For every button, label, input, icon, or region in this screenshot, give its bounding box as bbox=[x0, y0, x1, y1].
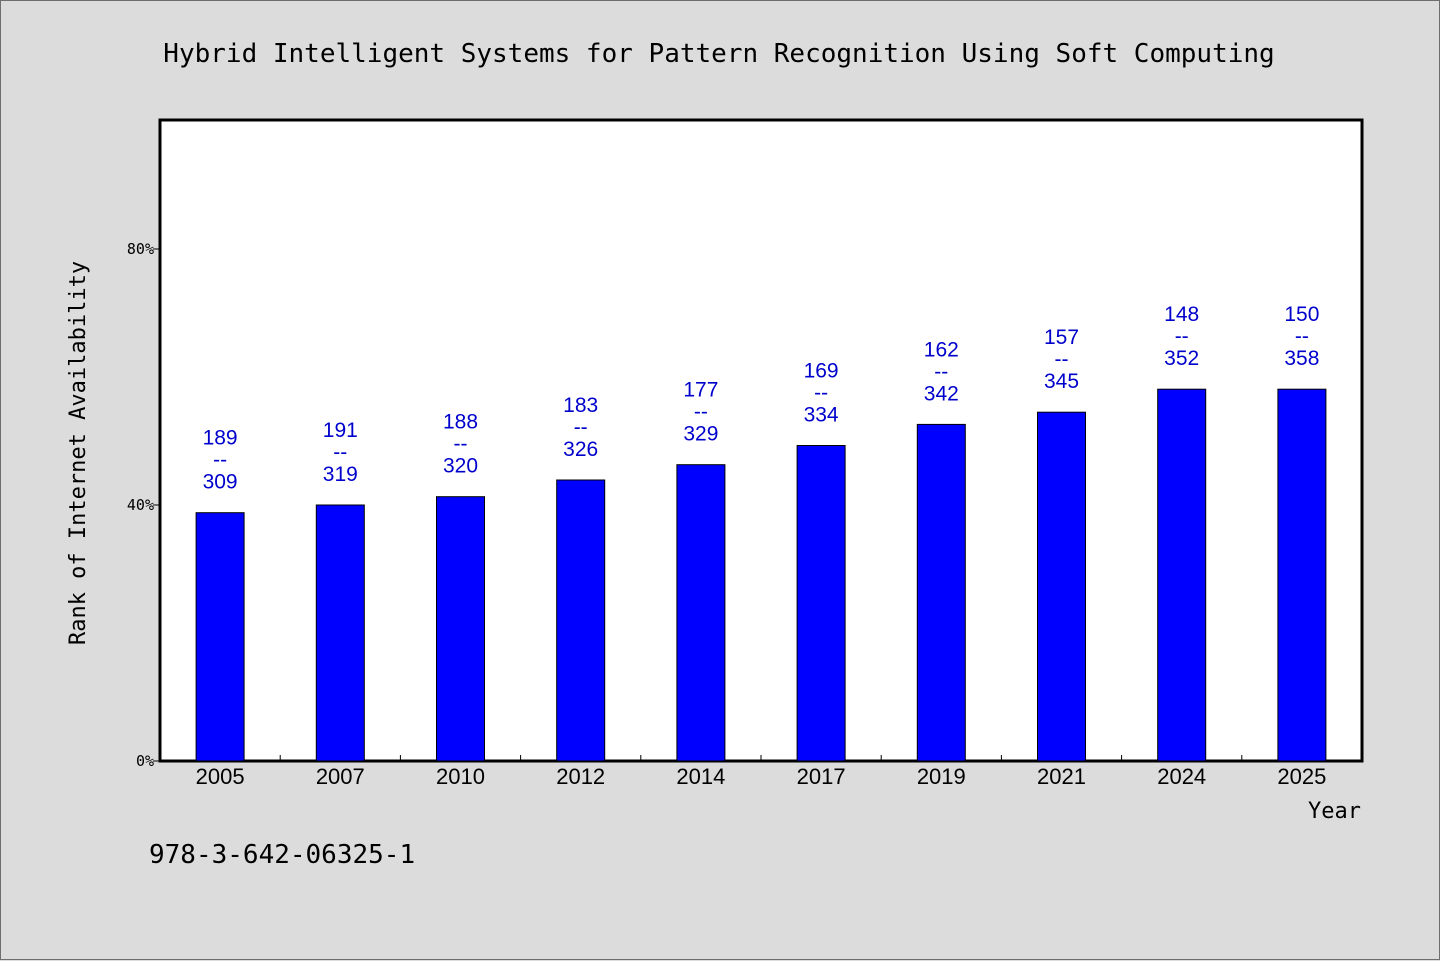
data-label-bottom-2007: 319 bbox=[323, 463, 358, 486]
bar-2012 bbox=[556, 479, 606, 762]
data-label-bottom-2005: 309 bbox=[203, 471, 238, 494]
bar-2025 bbox=[1277, 388, 1327, 762]
data-label-top-2005: 189 bbox=[203, 427, 238, 450]
x-tick-label-2005: 2005 bbox=[196, 764, 245, 789]
data-label-sep-2012: -- bbox=[574, 416, 588, 439]
x-tick-label-2014: 2014 bbox=[676, 764, 725, 789]
isbn-text: 978-3-642-06325-1 bbox=[149, 840, 415, 870]
data-label-sep-2017: -- bbox=[814, 382, 828, 405]
chart-title: Hybrid Intelligent Systems for Pattern R… bbox=[163, 39, 1274, 69]
data-label-top-2014: 177 bbox=[683, 379, 718, 402]
data-label-top-2025: 150 bbox=[1284, 303, 1319, 326]
data-label-top-2021: 157 bbox=[1044, 326, 1079, 349]
data-label-top-2012: 183 bbox=[563, 394, 598, 417]
data-label-top-2007: 191 bbox=[323, 419, 358, 442]
data-label-top-2019: 162 bbox=[924, 338, 959, 361]
y-tick-label-40: 40% bbox=[127, 496, 154, 514]
bar-2007 bbox=[315, 504, 365, 762]
data-label-sep-2007: -- bbox=[333, 441, 347, 464]
x-tick-label-2021: 2021 bbox=[1037, 764, 1086, 789]
data-label-sep-2025: -- bbox=[1295, 325, 1309, 348]
data-label-bottom-2012: 326 bbox=[563, 438, 598, 461]
x-tick-label-2024: 2024 bbox=[1157, 764, 1206, 789]
x-tick-label-2012: 2012 bbox=[556, 764, 605, 789]
bar-2014 bbox=[676, 464, 726, 762]
data-label-sep-2014: -- bbox=[694, 401, 708, 424]
x-tick-label-2017: 2017 bbox=[797, 764, 846, 789]
ticks-group bbox=[153, 248, 1243, 762]
x-tick-label-2007: 2007 bbox=[316, 764, 365, 789]
data-label-bottom-2025: 358 bbox=[1284, 347, 1319, 370]
data-label-sep-2024: -- bbox=[1175, 325, 1189, 348]
data-label-sep-2021: -- bbox=[1055, 348, 1069, 371]
x-tick-label-2025: 2025 bbox=[1277, 764, 1326, 789]
bar-2017 bbox=[796, 445, 846, 762]
y-axis-label: Rank of Internet Availability bbox=[66, 261, 91, 645]
bar-2021 bbox=[1037, 411, 1086, 762]
y-tick-label-0: 0% bbox=[136, 752, 154, 770]
data-label-bottom-2021: 345 bbox=[1044, 370, 1079, 393]
data-label-bottom-2017: 334 bbox=[804, 404, 839, 427]
data-label-top-2017: 169 bbox=[804, 360, 839, 383]
bar-2019 bbox=[916, 423, 966, 762]
data-label-bottom-2019: 342 bbox=[924, 382, 959, 405]
x-axis-label: Year bbox=[1308, 799, 1361, 824]
y-tick-label-80: 80% bbox=[127, 240, 154, 258]
data-label-bottom-2014: 329 bbox=[683, 423, 718, 446]
data-label-bottom-2010: 320 bbox=[443, 455, 478, 478]
bars-group bbox=[195, 388, 1327, 762]
bar-2005 bbox=[195, 512, 245, 762]
data-label-sep-2005: -- bbox=[213, 449, 227, 472]
bar-2010 bbox=[436, 496, 485, 762]
x-tick-label-2010: 2010 bbox=[436, 764, 485, 789]
data-label-bottom-2024: 352 bbox=[1164, 347, 1199, 370]
x-tick-label-2019: 2019 bbox=[917, 764, 966, 789]
data-label-sep-2019: -- bbox=[934, 360, 948, 383]
labels-group: 2005189--3092007191--3192010188--3202012… bbox=[127, 240, 1326, 789]
bar-2024 bbox=[1157, 388, 1207, 762]
data-label-top-2024: 148 bbox=[1164, 303, 1199, 326]
data-label-sep-2010: -- bbox=[454, 433, 468, 456]
data-label-top-2010: 188 bbox=[443, 411, 478, 434]
